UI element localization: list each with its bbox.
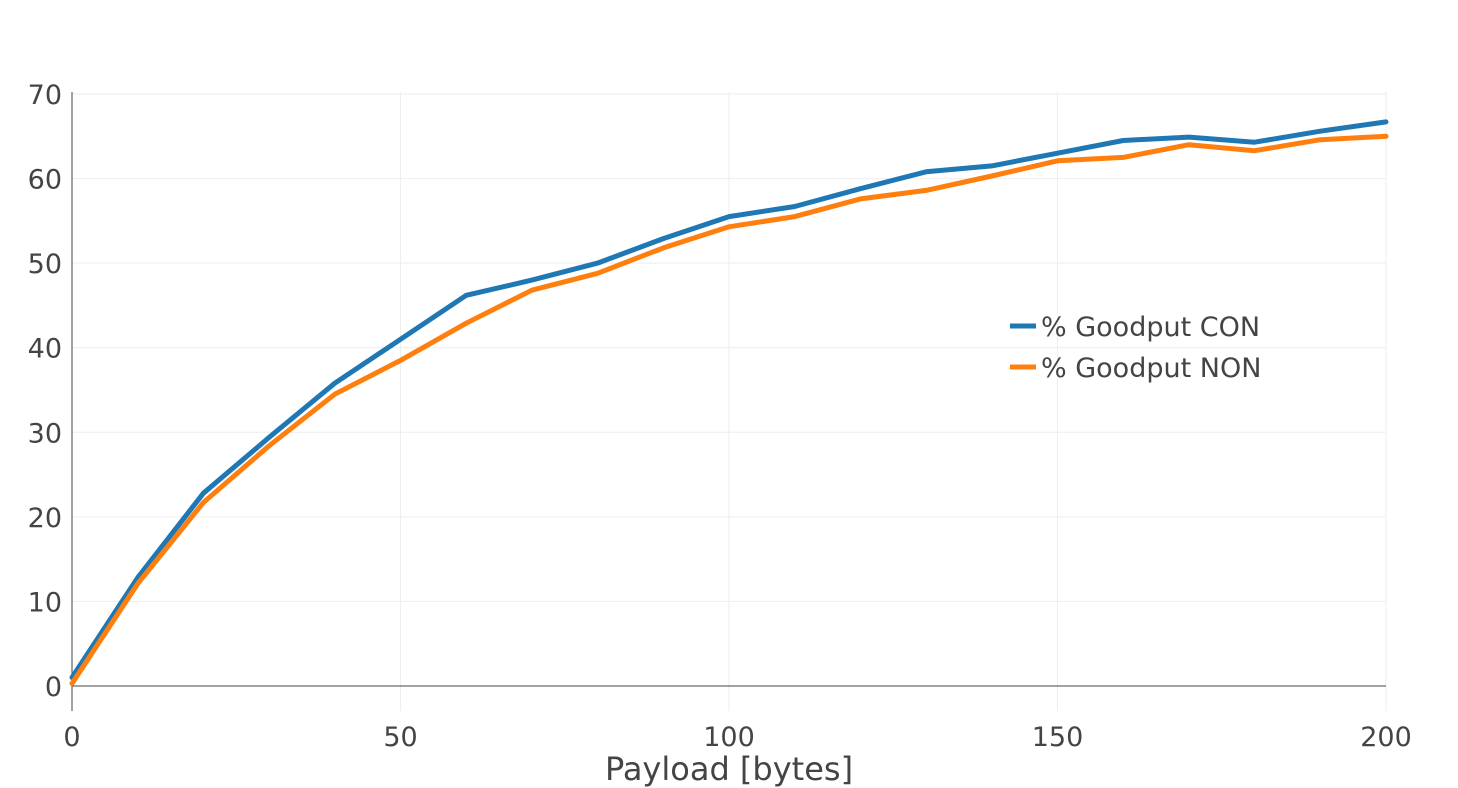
y-tick-label: 40 [28, 334, 62, 365]
y-tick-label: 30 [28, 418, 62, 449]
y-tick-label: 20 [28, 503, 62, 534]
y-tick-label: 60 [28, 165, 62, 196]
tick-labels: 0 10 20 30 40 50 60 70 0 50 100 150 200 [28, 80, 1412, 753]
legend-label-0: % Goodput CON [1041, 312, 1260, 343]
y-tick-label: 10 [28, 587, 62, 618]
grid-lines [72, 92, 1387, 711]
data-series [69, 119, 1389, 686]
x-tick-label: 150 [1032, 722, 1084, 753]
legend-label-1: % Goodput NON [1041, 353, 1261, 384]
x-tick-label: 200 [1360, 722, 1412, 753]
legend: % Goodput CON % Goodput NON [1010, 312, 1261, 384]
x-tick-label: 100 [703, 722, 755, 753]
x-tick-label: 50 [383, 722, 417, 753]
y-tick-label: 50 [28, 249, 62, 280]
x-tick-label: 0 [63, 722, 80, 753]
axes [71, 92, 1386, 711]
x-axis-title: Payload [bytes] [605, 750, 853, 788]
y-tick-label: 70 [28, 80, 62, 111]
series-line-0 [69, 119, 1389, 680]
y-tick-label: 0 [45, 672, 62, 703]
series-line-1 [69, 133, 1389, 686]
